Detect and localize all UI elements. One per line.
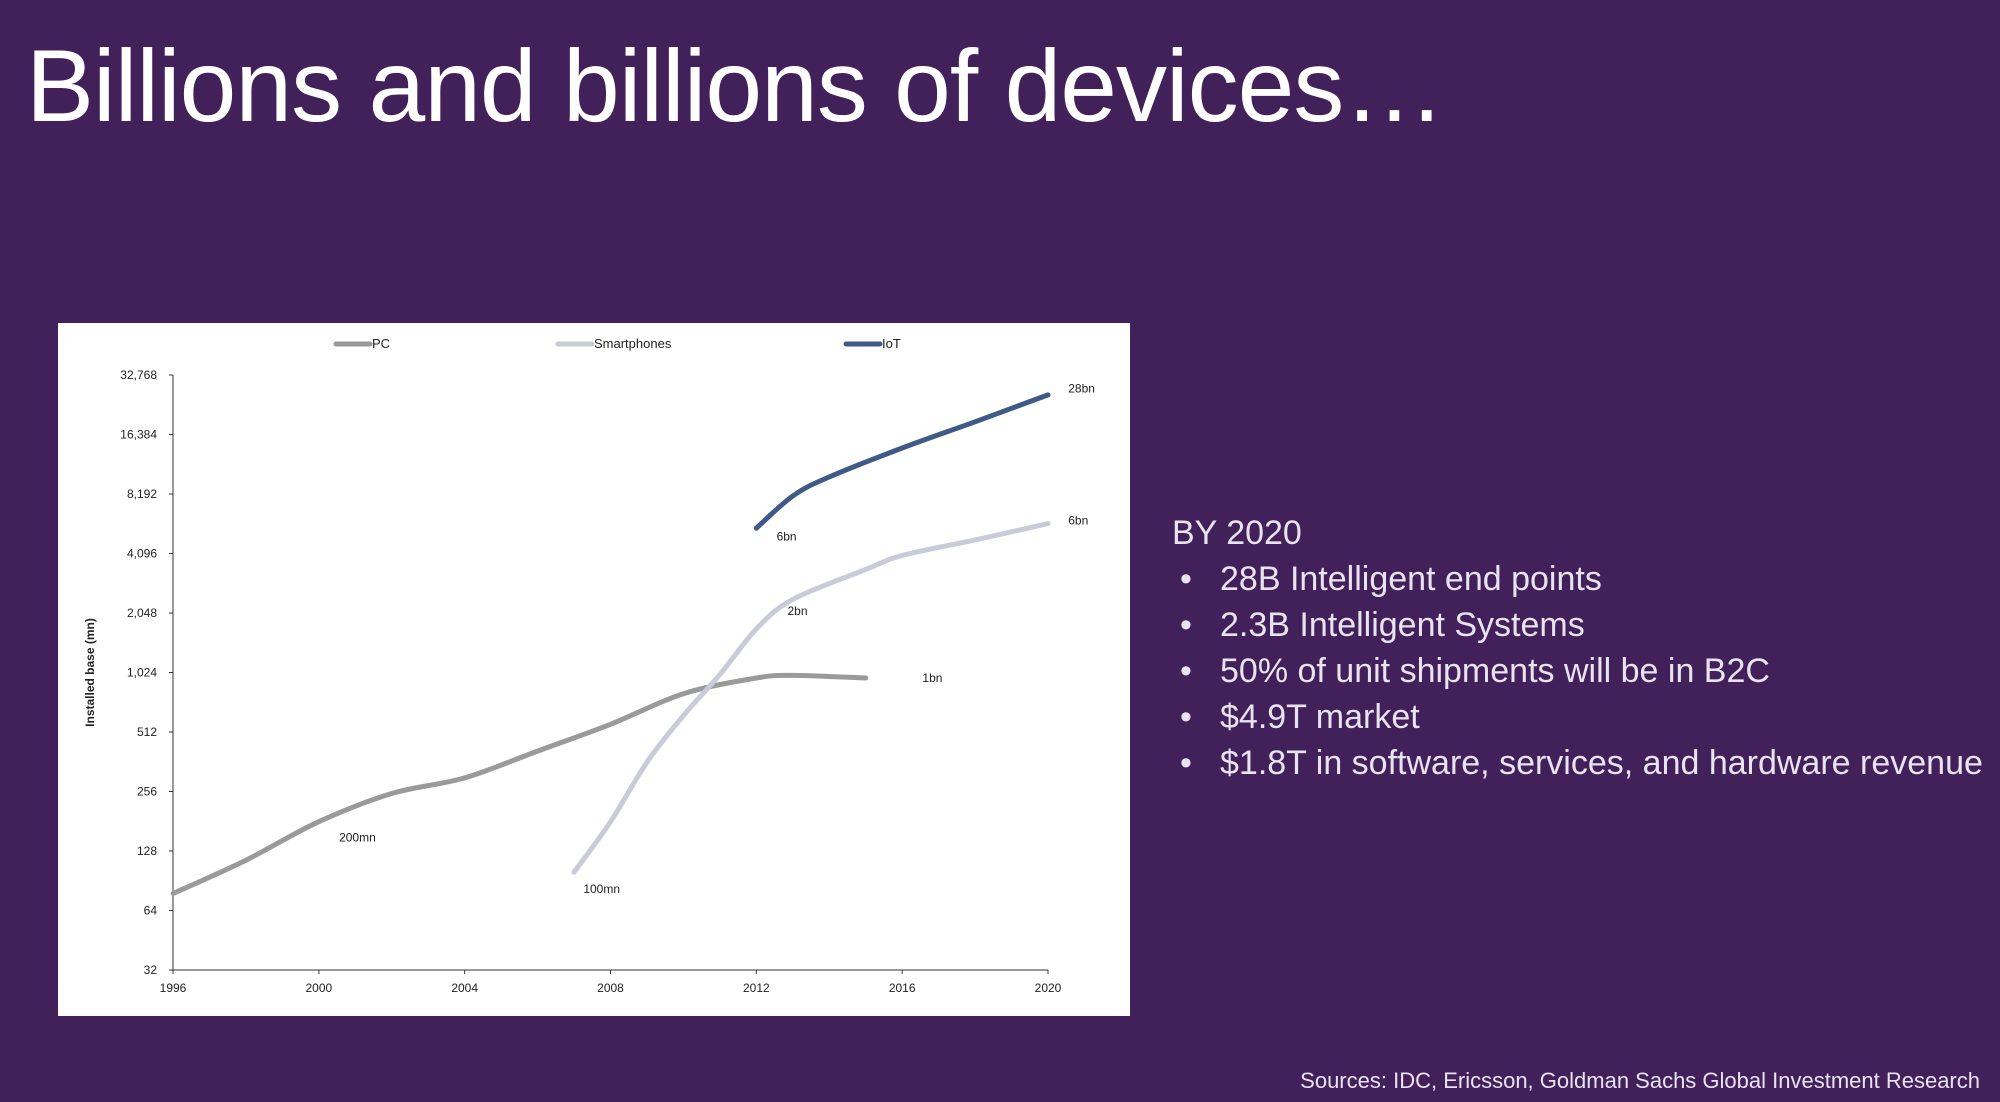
x-tick-label: 2012 — [743, 981, 770, 995]
key-fact-text: 50% of unit shipments will be in B2C — [1220, 652, 1770, 690]
x-tick-label: 2016 — [889, 981, 916, 995]
key-facts-heading: BY 2020 — [1172, 514, 1302, 552]
key-fact-item: • 2.3B Intelligent Systems — [1172, 602, 1983, 648]
y-tick-label: 16,384 — [120, 428, 157, 442]
y-tick-label: 32 — [144, 963, 158, 977]
key-facts-list: • 28B Intelligent end points • 2.3B Intell… — [1172, 556, 1983, 786]
key-fact-text: 28B Intelligent end points — [1220, 560, 1602, 598]
y-tick-label: 512 — [137, 725, 157, 739]
series-line-pc — [170, 672, 869, 896]
series-line-smartphones — [571, 521, 1051, 875]
y-tick-label: 256 — [137, 785, 157, 799]
key-fact-text: $1.8T in software, services, and hardwar… — [1220, 744, 1983, 782]
y-tick-label: 8,192 — [127, 487, 157, 501]
bullet-icon: • — [1180, 652, 1192, 690]
x-tick-label: 1996 — [160, 981, 187, 995]
y-axis-title: Installed base (mn) — [83, 618, 97, 727]
bullet-icon: • — [1180, 606, 1192, 644]
series-line-iot — [753, 392, 1051, 531]
bullet-icon: • — [1180, 744, 1192, 782]
y-tick-label: 2,048 — [127, 606, 157, 620]
bullet-icon: • — [1180, 698, 1192, 736]
x-tick-label: 2004 — [451, 981, 478, 995]
data-label: 100mn — [583, 882, 620, 896]
key-fact-text: $4.9T market — [1220, 698, 1420, 736]
data-label: 200mn — [339, 830, 376, 844]
legend-label: Smartphones — [594, 336, 672, 351]
chart-series — [170, 392, 1051, 896]
key-fact-item: • $1.8T in software, services, and hardwa… — [1172, 740, 1983, 786]
legend-label: PC — [372, 336, 390, 351]
y-tick-label: 4,096 — [127, 547, 157, 561]
chart-legend: PC Smartphones IoT — [333, 336, 901, 351]
y-tick-label: 32,768 — [120, 368, 157, 382]
y-tick-label: 128 — [137, 844, 157, 858]
data-label: 1bn — [922, 671, 942, 685]
data-label: 6bn — [777, 529, 797, 543]
key-fact-item: • 50% of unit shipments will be in B2C — [1172, 648, 1983, 694]
key-fact-item: • $4.9T market — [1172, 694, 1983, 740]
y-tick-label: 64 — [144, 904, 158, 918]
legend-label: IoT — [882, 336, 901, 351]
x-tick-label: 2008 — [597, 981, 624, 995]
sources-note: Sources: IDC, Ericsson, Goldman Sachs Gl… — [1300, 1068, 1980, 1093]
key-fact-item: • 28B Intelligent end points — [1172, 556, 1983, 602]
chart-panel: PC Smartphones IoT 32 64 128 256 512 1,024 2,048… — [58, 323, 1130, 1016]
key-facts: BY 2020 • 28B Intelligent end points • 2.3… — [1172, 510, 1983, 786]
chart-annotations: 200mn 100mn 1bn 2bn 6bn 6bn 28bn — [339, 381, 1095, 896]
bullet-icon: • — [1180, 560, 1192, 598]
x-tick-label: 2000 — [305, 981, 332, 995]
y-tick-label: 1,024 — [127, 666, 157, 680]
line-chart: PC Smartphones IoT 32 64 128 256 512 1,024 2,048… — [83, 336, 1095, 995]
data-label: 2bn — [788, 604, 808, 618]
key-fact-text: 2.3B Intelligent Systems — [1220, 606, 1585, 644]
x-tick-label: 2020 — [1035, 981, 1062, 995]
data-label: 6bn — [1068, 514, 1088, 528]
chart-axes: 32 64 128 256 512 1,024 2,048 4,096 8,192 16,384 3… — [83, 368, 1062, 995]
slide-title: Billions and billions of devices… — [26, 29, 1445, 143]
data-label: 28bn — [1068, 381, 1095, 395]
